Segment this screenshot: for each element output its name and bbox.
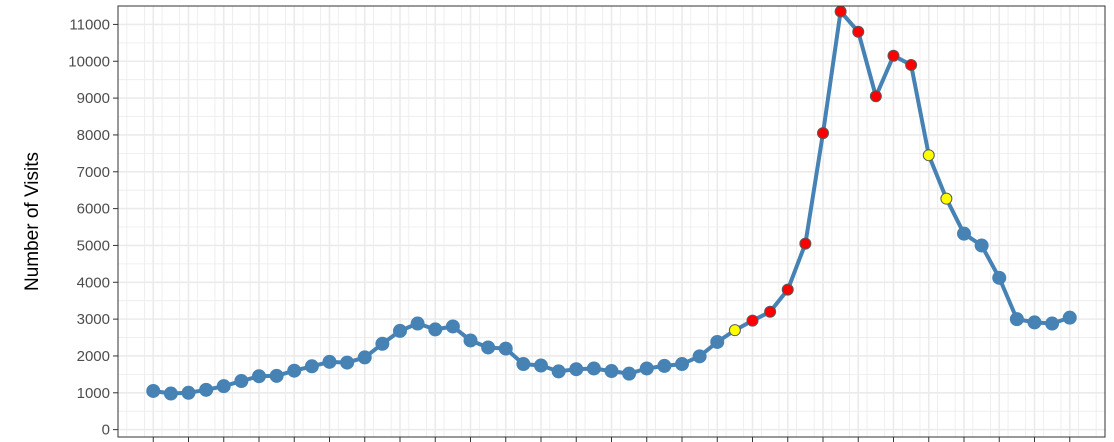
highlighted-data-point [834, 5, 847, 18]
data-point [957, 226, 971, 241]
data-point [639, 361, 654, 376]
data-point [163, 386, 178, 401]
highlighted-data-point [869, 90, 882, 103]
data-point [481, 340, 496, 355]
data-point [428, 322, 443, 337]
data-point [234, 374, 249, 389]
data-point [252, 369, 266, 384]
panel-border [117, 5, 1106, 438]
data-point [551, 364, 566, 379]
data-point [375, 336, 390, 351]
data-point [692, 349, 707, 364]
data-point [340, 355, 355, 370]
data-point [1045, 316, 1060, 331]
data-point [322, 354, 337, 369]
data-point [445, 319, 460, 334]
highlighted-data-point [852, 25, 865, 38]
data-point [569, 362, 584, 377]
series-layer [146, 5, 1077, 401]
y-tick-label: 8000 [77, 127, 110, 144]
data-point [516, 357, 531, 372]
highlighted-data-point [922, 149, 935, 162]
data-point [199, 382, 214, 397]
data-point [498, 341, 513, 356]
data-point [534, 358, 548, 373]
y-tick-label: 2000 [77, 348, 110, 365]
data-point [410, 316, 425, 331]
y-tick-label: 9000 [77, 90, 110, 107]
data-point [269, 368, 284, 383]
highlighted-data-point [781, 283, 794, 296]
data-point [357, 350, 372, 365]
highlighted-data-point [728, 324, 741, 337]
y-tick-label: 5000 [77, 237, 110, 254]
highlighted-data-point [764, 305, 777, 318]
data-point [463, 333, 478, 348]
y-tick-label: 3000 [77, 311, 110, 328]
y-tick-label: 10000 [68, 53, 110, 70]
highlighted-data-point [746, 314, 759, 327]
data-point [710, 334, 725, 349]
data-point [1027, 315, 1042, 330]
data-point [657, 358, 672, 373]
data-point [604, 364, 619, 379]
data-point [1009, 312, 1024, 327]
data-point [675, 357, 689, 372]
x-axis-ticks [152, 437, 1071, 442]
highlighted-data-point [940, 192, 953, 205]
y-axis-title: Number of Visits [22, 152, 43, 291]
data-point [287, 363, 302, 378]
highlighted-data-point [817, 127, 829, 140]
data-point [304, 359, 319, 374]
data-point [1062, 310, 1077, 325]
y-tick-label: 11000 [69, 16, 110, 33]
y-axis-ticks: 0 1000 2000 3000 4000 5000 6000 7000 8000 9000 100… [68, 16, 118, 439]
data-point [622, 366, 637, 381]
highlighted-data-point [905, 58, 918, 71]
y-tick-label: 4000 [77, 274, 110, 291]
data-point [181, 385, 196, 400]
data-point [146, 383, 161, 398]
highlighted-data-point [887, 49, 900, 62]
data-point [974, 238, 989, 253]
y-tick-label: 1000 [77, 385, 110, 402]
y-tick-label: 6000 [77, 201, 110, 218]
data-point [992, 270, 1007, 285]
data-point [393, 323, 407, 338]
data-point [216, 379, 231, 394]
data-point [586, 361, 601, 376]
y-tick-label: 0 [102, 422, 110, 439]
highlighted-data-point [799, 237, 812, 250]
y-tick-label: 7000 [77, 164, 110, 181]
